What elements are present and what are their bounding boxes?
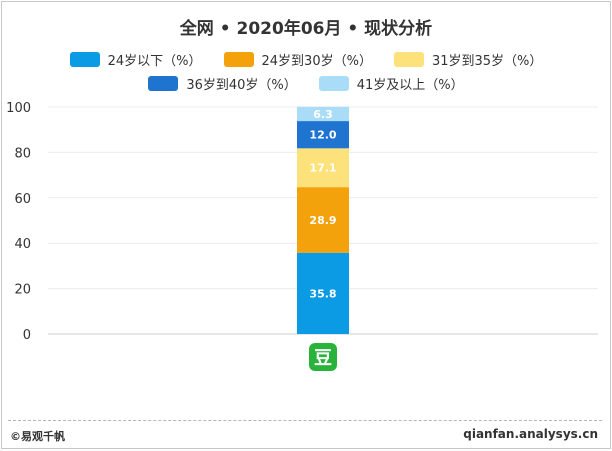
douban-logo-icon — [309, 343, 337, 371]
chart-title: 全网 • 2020年06月 • 现状分析 — [179, 19, 433, 39]
data-label-3: 12.0 — [309, 129, 336, 142]
legend-label-36-40: 36岁到40岁（%） — [186, 78, 297, 93]
legend-label-41-plus: 41岁及以上（%） — [356, 78, 464, 93]
bar-segment-4 — [297, 106, 349, 122]
legend-label-under-24: 24岁以下（%） — [107, 54, 202, 69]
footer-source-url: qianfan.analysys.cn — [463, 427, 598, 441]
legend-swatch-31-35 — [393, 52, 424, 67]
y-tick-label-100: 100 — [6, 101, 31, 116]
footer-divider — [8, 420, 602, 421]
data-label-2: 17.1 — [309, 162, 336, 175]
footer-copyright: ©易观千帆 — [10, 430, 65, 443]
data-label-1: 28.9 — [309, 214, 336, 227]
legend-item-31-35[interactable]: 31岁到35岁（%） — [393, 50, 543, 69]
bar-segment-1 — [297, 187, 349, 253]
legend-label-31-35: 31岁到35岁（%） — [431, 54, 543, 69]
y-tick-label-40: 40 — [14, 237, 31, 252]
legend-swatch-24-30 — [223, 52, 254, 67]
y-tick-label-60: 60 — [14, 192, 31, 207]
bar-segment-3 — [297, 121, 349, 149]
legend-item-under-24[interactable]: 24岁以下（%） — [69, 50, 202, 69]
legend-swatch-36-40 — [148, 76, 179, 91]
bar-segment-0 — [297, 252, 349, 334]
y-tick-label-80: 80 — [14, 146, 31, 161]
legend-row-1: 24岁以下（%） 24岁到30岁（%） 31岁到35岁（%） — [2, 50, 610, 69]
y-tick-label-20: 20 — [14, 283, 31, 298]
category-label: 豆 — [314, 348, 332, 369]
y-tick-label-0: 0 — [23, 328, 31, 343]
legend-swatch-41-plus — [318, 76, 349, 91]
legend-row-2: 36岁到40岁（%） 41岁及以上（%） — [2, 74, 610, 93]
data-label-4: 6.3 — [313, 108, 333, 121]
bar-segment-2 — [297, 148, 349, 188]
data-label-0: 35.8 — [309, 287, 336, 300]
legend-item-41-plus[interactable]: 41岁及以上（%） — [318, 74, 464, 93]
legend-swatch-under-24 — [69, 52, 100, 67]
legend-item-36-40[interactable]: 36岁到40岁（%） — [148, 74, 297, 93]
legend-label-24-30: 24岁到30岁（%） — [261, 54, 372, 69]
legend-item-24-30[interactable]: 24岁到30岁（%） — [223, 50, 372, 69]
